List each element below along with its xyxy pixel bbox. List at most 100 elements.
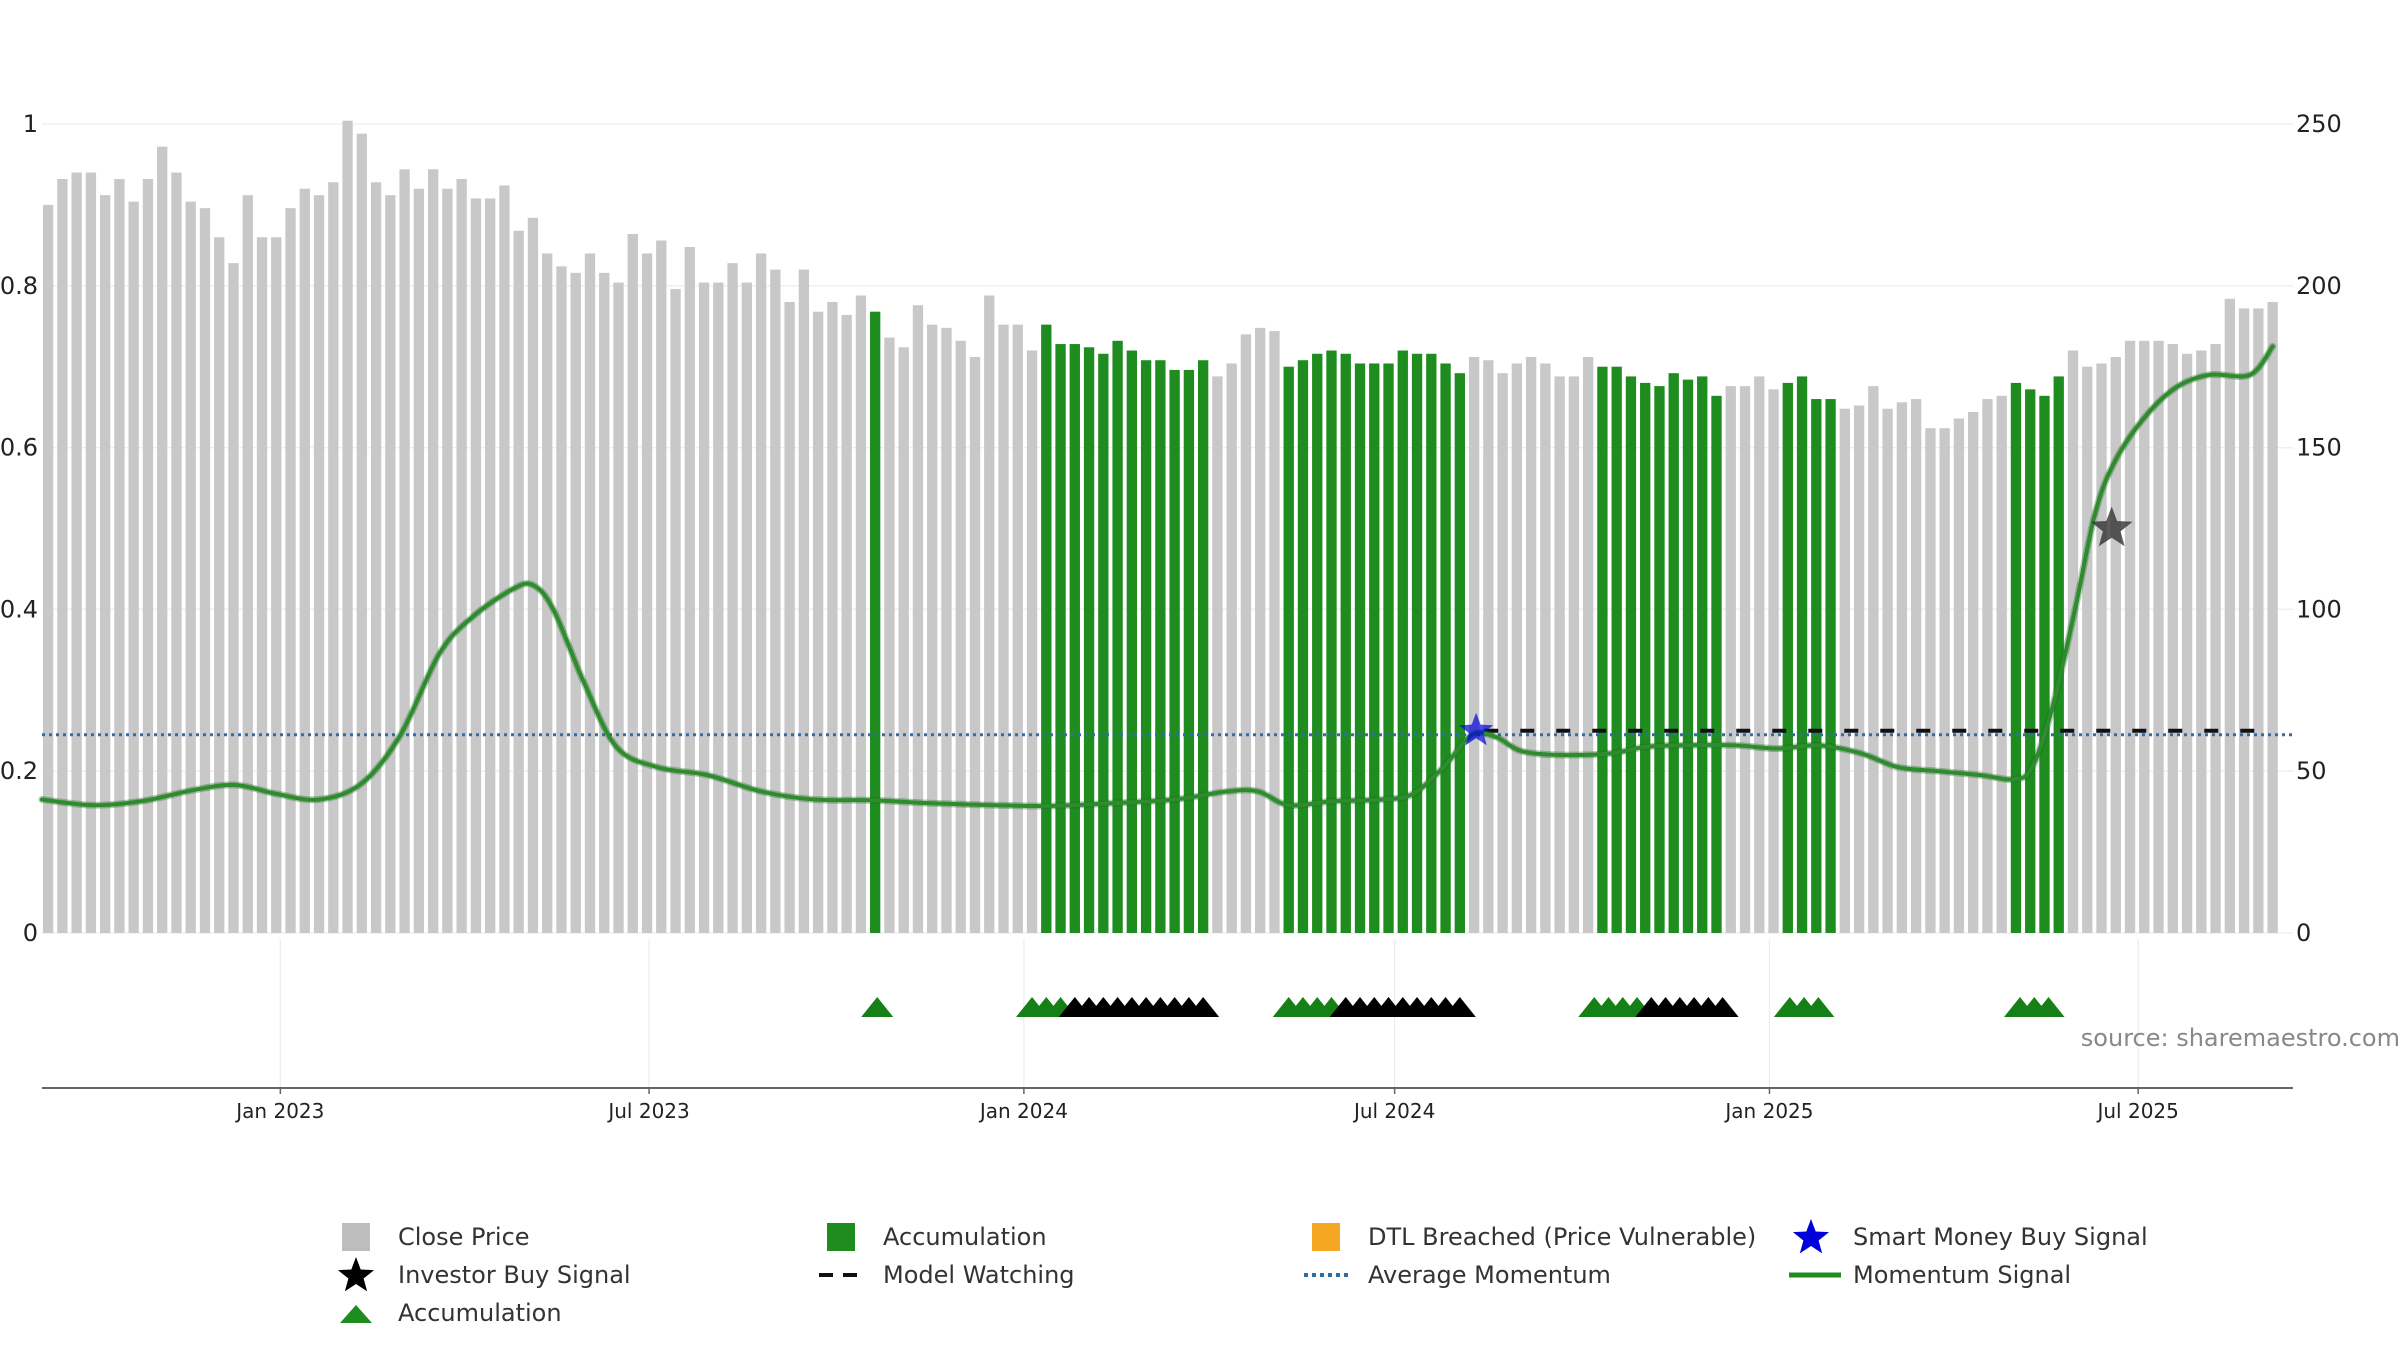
close-price-bar bbox=[413, 188, 425, 934]
close-price-bar bbox=[1996, 395, 2007, 934]
accumulation-bar bbox=[1112, 340, 1123, 933]
close-price-bar bbox=[841, 314, 852, 933]
x-tick-label: Jan 2024 bbox=[978, 1099, 1068, 1123]
accumulation-bar bbox=[2053, 376, 2064, 934]
close-price-bar bbox=[114, 179, 125, 934]
signal-lines bbox=[38, 342, 2293, 810]
close-price-bar bbox=[128, 201, 139, 933]
close-price-bar bbox=[299, 188, 310, 934]
close-price-bar bbox=[513, 230, 524, 934]
accumulation-bar bbox=[1326, 350, 1337, 933]
accumulation-marker bbox=[1706, 997, 1739, 1017]
close-price-bar bbox=[1953, 418, 1965, 933]
close-price-bar bbox=[1540, 363, 1551, 933]
close-price-bar bbox=[2267, 301, 2278, 934]
accumulation-bar bbox=[1083, 347, 1095, 933]
close-price-bar bbox=[342, 120, 353, 934]
accumulation-bar bbox=[1283, 366, 1294, 933]
close-price-bar bbox=[912, 305, 924, 933]
close-price-bar bbox=[713, 282, 724, 934]
close-price-bar bbox=[1255, 327, 1266, 933]
close-price-bar bbox=[1910, 399, 1922, 933]
accumulation-bar bbox=[1426, 353, 1437, 934]
close-price-bar bbox=[1768, 389, 1779, 933]
x-tick-label: Jan 2025 bbox=[1723, 1099, 1813, 1123]
close-price-bar bbox=[884, 337, 895, 933]
close-price-bar bbox=[485, 198, 496, 934]
close-price-bar bbox=[698, 282, 710, 934]
accumulation-marker bbox=[1187, 997, 1220, 1017]
close-price-bar bbox=[2110, 356, 2121, 933]
close-price-bar bbox=[1583, 356, 1594, 933]
close-price-bar bbox=[741, 282, 752, 934]
close-price-bar bbox=[527, 217, 539, 933]
close-price-bar bbox=[42, 204, 54, 933]
accumulation-bar bbox=[1197, 360, 1209, 933]
close-price-bar bbox=[927, 324, 938, 934]
close-price-bar bbox=[1212, 376, 1223, 934]
close-price-bar bbox=[941, 327, 952, 933]
close-price-bar bbox=[228, 263, 239, 933]
accumulation-bar bbox=[2010, 382, 2022, 933]
close-price-bar bbox=[2167, 344, 2178, 934]
close-price-bar bbox=[1882, 408, 1893, 933]
accumulation-bar bbox=[1682, 379, 1694, 933]
close-price-bar bbox=[1868, 386, 1879, 934]
close-price-bar bbox=[71, 172, 82, 934]
close-price-bar bbox=[542, 253, 553, 933]
accumulation-marker bbox=[1802, 997, 1835, 1017]
close-price-bar bbox=[1754, 376, 1765, 934]
accumulation-bar bbox=[1668, 373, 1679, 933]
close-price-bar bbox=[99, 195, 111, 933]
close-price-bar bbox=[684, 246, 695, 933]
accumulation-bar bbox=[1140, 360, 1152, 933]
close-price-bar bbox=[1568, 376, 1580, 934]
accumulation-bar bbox=[1454, 373, 1465, 933]
close-price-bar bbox=[955, 340, 966, 933]
accumulation-bar bbox=[2025, 389, 2036, 933]
right-tick-label: 150 bbox=[2296, 434, 2342, 462]
left-tick-label: 0 bbox=[23, 919, 38, 947]
accumulation-bar bbox=[1640, 382, 1651, 933]
x-tick-label: Jul 2024 bbox=[1352, 1099, 1435, 1123]
accumulation-marker bbox=[1443, 997, 1476, 1017]
close-price-bar bbox=[57, 179, 68, 934]
close-price-bar bbox=[242, 195, 253, 933]
close-price-bar bbox=[2082, 366, 2093, 933]
close-price-bar bbox=[1511, 363, 1523, 933]
close-price-bar bbox=[1939, 428, 1950, 933]
x-tick-label: Jul 2023 bbox=[606, 1099, 689, 1123]
accumulation-bar bbox=[1383, 363, 1394, 933]
source-label: source: sharemaestro.com bbox=[2080, 1024, 2400, 1052]
close-price-bar bbox=[599, 272, 610, 934]
close-price-bar bbox=[385, 195, 396, 933]
right-tick-label: 250 bbox=[2296, 110, 2342, 138]
close-price-bar bbox=[499, 185, 510, 933]
close-price-bar bbox=[1026, 350, 1038, 933]
close-price-bar bbox=[798, 269, 810, 933]
accumulation-bar bbox=[1711, 395, 1722, 934]
close-price-bar bbox=[356, 133, 367, 933]
close-price-bar bbox=[456, 179, 467, 934]
close-price-bar bbox=[1525, 356, 1537, 933]
accumulation-bar bbox=[870, 311, 881, 933]
close-price-bar bbox=[370, 182, 382, 934]
close-price-bar bbox=[570, 272, 581, 934]
investor-buy-signal-star bbox=[2090, 506, 2133, 547]
close-price-bar bbox=[727, 263, 738, 933]
close-price-bar bbox=[2210, 344, 2221, 934]
close-price-bar bbox=[2153, 340, 2164, 933]
axes: Jan 2023 Jul 2023 Jan 2024 Jul 2024 Jan 2025… bbox=[0, 110, 2342, 1123]
smart-money-buy-signal-star bbox=[1459, 712, 1494, 746]
close-price-bar bbox=[584, 253, 596, 933]
accumulation-bar bbox=[1183, 369, 1195, 933]
close-price-bar bbox=[556, 266, 567, 933]
close-price-bar bbox=[627, 234, 638, 934]
accumulation-bar bbox=[1312, 353, 1323, 934]
close-price-bar bbox=[755, 253, 767, 933]
close-price-bar bbox=[214, 237, 225, 933]
close-price-bar bbox=[399, 169, 410, 933]
accumulation-bar bbox=[1340, 353, 1351, 934]
accumulation-bar bbox=[1155, 360, 1166, 933]
